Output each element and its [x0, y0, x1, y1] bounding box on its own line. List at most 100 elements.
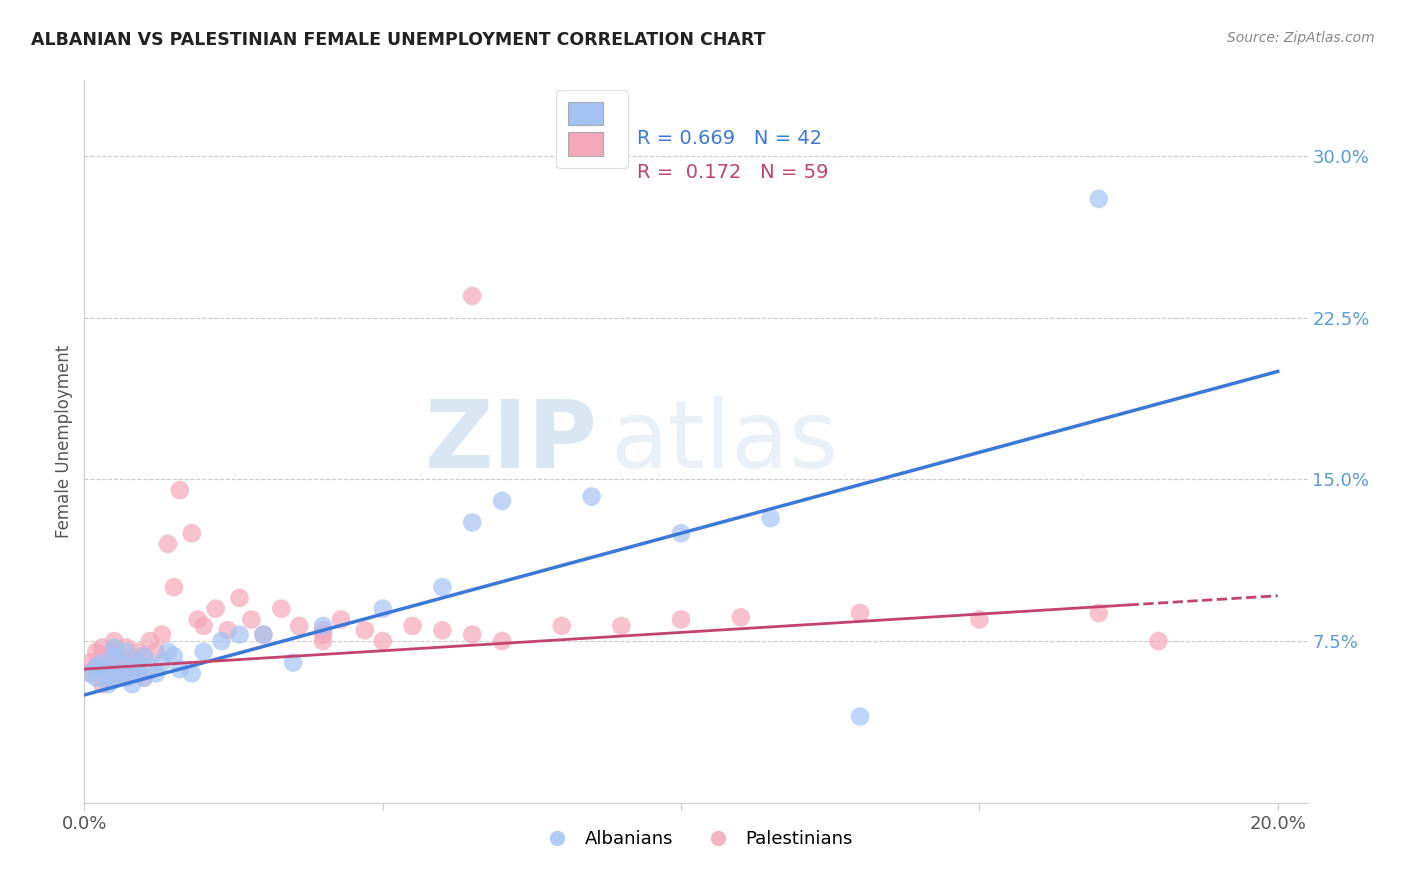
- Point: [163, 649, 186, 664]
- Point: [127, 660, 149, 674]
- Legend: Albanians, Palestinians: Albanians, Palestinians: [531, 822, 860, 855]
- Point: [169, 662, 191, 676]
- Point: [461, 516, 484, 530]
- Point: [288, 619, 311, 633]
- Point: [127, 656, 149, 670]
- Point: [79, 656, 101, 670]
- Point: [240, 612, 263, 626]
- Point: [103, 673, 125, 687]
- Point: [461, 627, 484, 641]
- Point: [163, 580, 186, 594]
- Point: [91, 649, 114, 664]
- Point: [312, 634, 335, 648]
- Point: [371, 634, 394, 648]
- Point: [103, 645, 125, 659]
- Point: [84, 645, 107, 659]
- Point: [121, 666, 143, 681]
- Point: [108, 649, 131, 664]
- Point: [669, 526, 692, 541]
- Point: [97, 666, 120, 681]
- Text: R = 0.669   N = 42: R = 0.669 N = 42: [637, 129, 823, 148]
- Point: [103, 640, 125, 655]
- Point: [132, 649, 155, 664]
- Point: [401, 619, 423, 633]
- Point: [432, 624, 454, 638]
- Point: [108, 671, 131, 685]
- Y-axis label: Female Unemployment: Female Unemployment: [55, 345, 73, 538]
- Point: [91, 656, 114, 670]
- Point: [371, 601, 394, 615]
- Point: [91, 662, 114, 676]
- Point: [97, 656, 120, 670]
- Point: [84, 671, 107, 685]
- Point: [132, 671, 155, 685]
- Point: [103, 634, 125, 648]
- Point: [849, 709, 872, 723]
- Text: R =  0.172   N = 59: R = 0.172 N = 59: [637, 163, 828, 182]
- Point: [252, 627, 274, 641]
- Point: [156, 645, 179, 659]
- Point: [969, 612, 991, 626]
- Point: [91, 677, 114, 691]
- Point: [79, 666, 101, 681]
- Point: [491, 634, 513, 648]
- Text: atlas: atlas: [610, 395, 838, 488]
- Point: [252, 627, 274, 641]
- Point: [115, 656, 138, 670]
- Point: [127, 645, 149, 659]
- Point: [150, 656, 173, 670]
- Point: [97, 677, 120, 691]
- Point: [169, 483, 191, 497]
- Point: [1087, 192, 1109, 206]
- Point: [283, 656, 305, 670]
- Point: [1147, 634, 1170, 648]
- Point: [193, 645, 215, 659]
- Point: [127, 666, 149, 681]
- Text: ALBANIAN VS PALESTINIAN FEMALE UNEMPLOYMENT CORRELATION CHART: ALBANIAN VS PALESTINIAN FEMALE UNEMPLOYM…: [31, 31, 765, 49]
- Point: [551, 619, 574, 633]
- Point: [228, 591, 250, 605]
- Point: [121, 677, 143, 691]
- Point: [270, 601, 292, 615]
- Point: [145, 666, 167, 681]
- Point: [217, 624, 239, 638]
- Point: [139, 634, 162, 648]
- Point: [461, 289, 484, 303]
- Point: [329, 612, 352, 626]
- Point: [139, 660, 162, 674]
- Point: [581, 490, 603, 504]
- Point: [312, 619, 335, 633]
- Point: [91, 640, 114, 655]
- Point: [84, 660, 107, 674]
- Point: [491, 493, 513, 508]
- Point: [730, 610, 752, 624]
- Point: [145, 645, 167, 659]
- Point: [669, 612, 692, 626]
- Point: [1087, 606, 1109, 620]
- Point: [312, 627, 335, 641]
- Point: [103, 660, 125, 674]
- Point: [187, 612, 209, 626]
- Point: [228, 627, 250, 641]
- Point: [108, 656, 131, 670]
- Point: [432, 580, 454, 594]
- Point: [115, 640, 138, 655]
- Point: [610, 619, 633, 633]
- Point: [115, 671, 138, 685]
- Point: [312, 624, 335, 638]
- Point: [97, 671, 120, 685]
- Point: [211, 634, 233, 648]
- Text: ZIP: ZIP: [425, 395, 598, 488]
- Point: [121, 649, 143, 664]
- Point: [150, 627, 173, 641]
- Point: [759, 511, 782, 525]
- Point: [132, 649, 155, 664]
- Point: [103, 649, 125, 664]
- Point: [193, 619, 215, 633]
- Point: [353, 624, 375, 638]
- Point: [180, 666, 202, 681]
- Point: [849, 606, 872, 620]
- Point: [115, 645, 138, 659]
- Point: [180, 526, 202, 541]
- Point: [97, 666, 120, 681]
